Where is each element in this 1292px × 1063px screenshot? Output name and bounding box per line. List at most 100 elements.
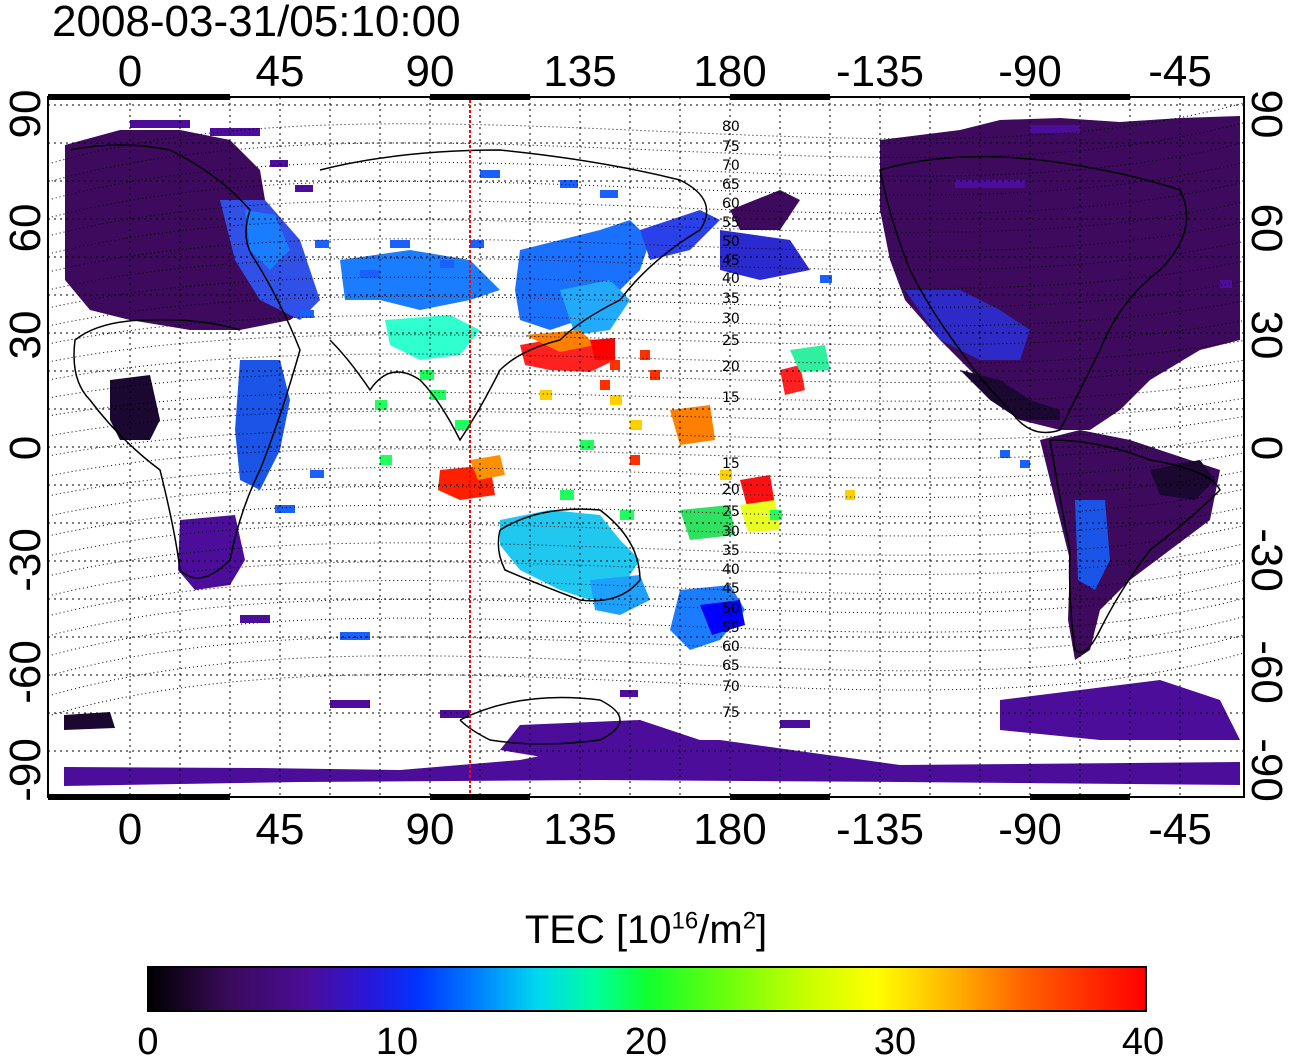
magnetic-contour bbox=[47, 260, 1245, 309]
tec-region bbox=[385, 315, 480, 360]
magnetic-contour bbox=[47, 300, 1245, 345]
colorbar-label-exp: 16 bbox=[671, 907, 699, 935]
bottom-lon-tick: -90 bbox=[998, 805, 1062, 854]
timestamp: 2008-03-31/05:10:00 bbox=[52, 0, 461, 46]
magnetic-contour bbox=[47, 280, 1245, 327]
scattered-cells bbox=[275, 170, 1030, 640]
tec-region bbox=[515, 220, 650, 330]
contour-label: 15 bbox=[722, 390, 740, 406]
bottom-lon-tick: 90 bbox=[405, 805, 455, 854]
scattered-cells bbox=[540, 390, 855, 500]
contour-label: 55 bbox=[722, 620, 740, 636]
colorbar-tick: 10 bbox=[375, 1021, 419, 1063]
top-lon-tick: -45 bbox=[1148, 47, 1212, 96]
contour-label: 55 bbox=[722, 215, 740, 231]
bottom-lon-tick: -45 bbox=[1148, 805, 1212, 854]
tec-region bbox=[780, 365, 805, 395]
bottom-lon-tick: 180 bbox=[693, 805, 767, 854]
tec-region bbox=[470, 455, 505, 480]
contour-label: 30 bbox=[722, 311, 740, 327]
colorbar-label-exp2: 2 bbox=[742, 907, 757, 935]
contour-label: 25 bbox=[722, 504, 740, 520]
tec-region bbox=[730, 190, 800, 230]
contour-label: 15 bbox=[722, 456, 740, 472]
scattered-cells bbox=[600, 350, 660, 465]
contour-label: 30 bbox=[722, 524, 740, 540]
tec-region bbox=[178, 515, 245, 590]
axis-bar bbox=[130, 794, 230, 800]
contour-label: 75 bbox=[722, 139, 740, 155]
tec-region bbox=[110, 375, 160, 440]
contour-labels: 80 75 70 65 60 55 50 45 40 35 30 25 20 15 15 20 25 30 35 40… bbox=[722, 119, 740, 721]
colorbar-tick: 40 bbox=[1121, 1021, 1165, 1063]
axis-bar bbox=[48, 794, 138, 800]
tec-region bbox=[720, 230, 810, 280]
tec-region bbox=[64, 712, 115, 730]
contour-label: 75 bbox=[722, 705, 740, 721]
contour-label: 60 bbox=[722, 196, 740, 212]
tec-colorbar bbox=[147, 966, 1147, 1012]
tec-region bbox=[680, 505, 735, 540]
colorbar-label-unit: /m bbox=[698, 908, 743, 952]
bottom-lon-tick: -135 bbox=[835, 805, 925, 854]
contour-label: 65 bbox=[722, 177, 740, 193]
graticule bbox=[48, 97, 1244, 797]
contour-label: 60 bbox=[722, 639, 740, 655]
tec-region bbox=[64, 740, 1240, 786]
tec-region bbox=[525, 330, 595, 352]
magnetic-contour bbox=[47, 201, 1245, 255]
tec-region bbox=[740, 500, 780, 532]
contour-label: 70 bbox=[722, 679, 740, 695]
contour-label: 70 bbox=[722, 158, 740, 174]
tec-region bbox=[1075, 500, 1110, 590]
bottom-lon-tick: 45 bbox=[255, 805, 305, 854]
axis-bar bbox=[1030, 794, 1130, 800]
top-lon-tick: -135 bbox=[835, 47, 925, 96]
magnetic-contour bbox=[47, 221, 1245, 273]
axis-bar bbox=[48, 94, 138, 100]
axis-frame-bars bbox=[48, 94, 1130, 800]
bottom-lon-tick: 0 bbox=[117, 805, 143, 854]
top-lon-tick: 0 bbox=[117, 47, 143, 96]
contour-label: 50 bbox=[722, 234, 740, 250]
coastlines bbox=[69, 144, 1221, 745]
colorbar-title: TEC [1016/m2] bbox=[0, 906, 1292, 954]
tec-map: 80 75 70 65 60 55 50 45 40 35 30 25 20 15 15 20 25 30 35 40… bbox=[47, 94, 1245, 800]
contour-label: 45 bbox=[722, 581, 740, 597]
contour-label: 20 bbox=[722, 359, 740, 375]
contour-label: 80 bbox=[722, 119, 740, 135]
tec-region bbox=[500, 510, 640, 600]
magnetic-contour bbox=[47, 652, 1245, 717]
axis-bar bbox=[730, 94, 830, 100]
contour-label: 65 bbox=[722, 658, 740, 674]
tec-region bbox=[1150, 460, 1215, 500]
contour-label: 40 bbox=[722, 562, 740, 578]
contour-label: 45 bbox=[722, 253, 740, 269]
magnetic-contour bbox=[47, 597, 1245, 657]
top-lon-tick: -90 bbox=[998, 47, 1062, 96]
contour-label: 40 bbox=[722, 271, 740, 287]
magnetic-latitude-contours bbox=[47, 102, 1245, 717]
tec-region bbox=[905, 290, 1030, 360]
axis-bar bbox=[430, 794, 530, 800]
tec-data-layer bbox=[64, 116, 1240, 786]
tec-region bbox=[1000, 680, 1240, 740]
tec-region bbox=[790, 345, 830, 372]
magnetic-contour bbox=[47, 634, 1245, 697]
magnetic-contour bbox=[47, 525, 1245, 577]
contour-label: 20 bbox=[722, 482, 740, 498]
magnetic-contour bbox=[47, 470, 1245, 517]
scattered-cells bbox=[130, 120, 1232, 728]
magnetic-contour bbox=[47, 161, 1245, 219]
colorbar-label-text: TEC [10 bbox=[524, 908, 672, 952]
colorbar-tick: 0 bbox=[137, 1021, 159, 1063]
top-lon-tick: 135 bbox=[543, 47, 617, 96]
colorbar-tick: 30 bbox=[873, 1021, 917, 1063]
tec-region bbox=[520, 338, 615, 372]
tec-region bbox=[590, 338, 615, 360]
bottom-lon-tick: 135 bbox=[543, 805, 617, 854]
magnetic-contour bbox=[47, 506, 1245, 557]
magnetic-contour bbox=[47, 102, 1245, 165]
axis-bar bbox=[430, 94, 530, 100]
magnetic-contour bbox=[47, 616, 1245, 677]
